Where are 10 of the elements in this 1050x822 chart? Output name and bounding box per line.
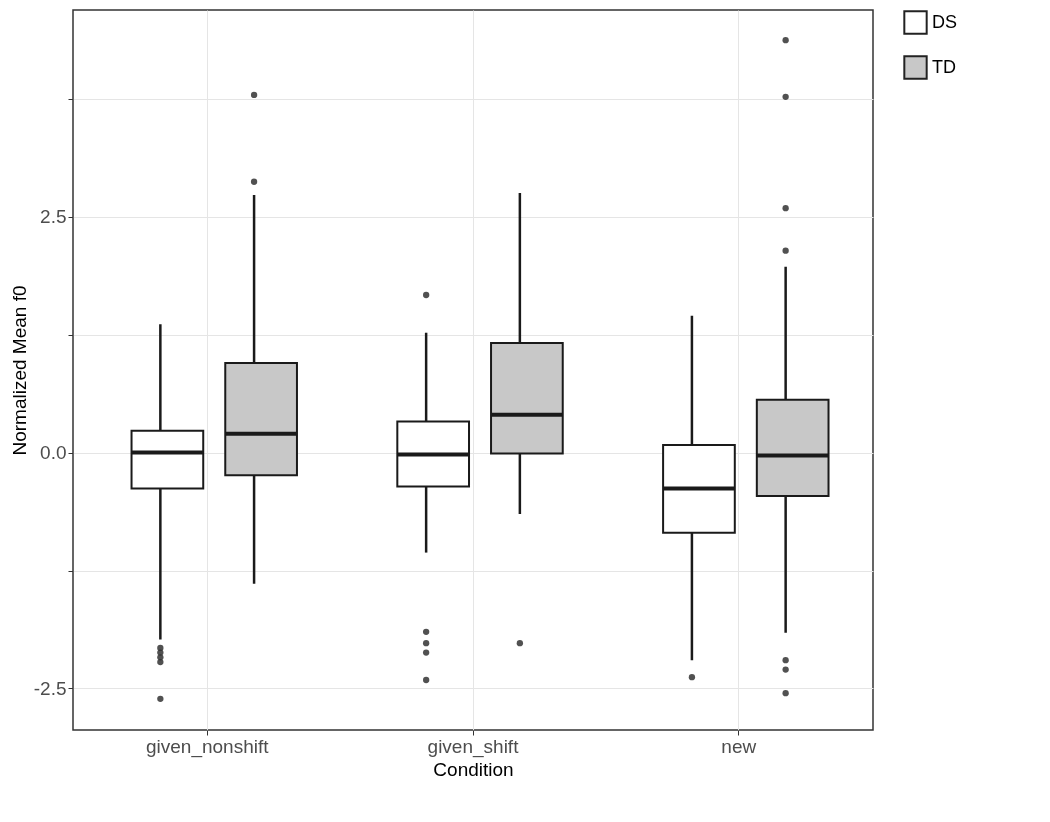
x-tick-label: given_nonshift bbox=[145, 735, 270, 758]
x-axis-title: Condition bbox=[433, 758, 514, 780]
y-tick-label: 2.5 bbox=[40, 206, 67, 228]
x-tick-label: new bbox=[721, 735, 757, 757]
y-tick-label: 0.0 bbox=[40, 442, 67, 464]
y-tick-label: -2.5 bbox=[33, 677, 67, 699]
x-tick-label: given_shift bbox=[427, 735, 520, 758]
legend-label: DS bbox=[932, 11, 958, 32]
y-axis-title: Normalized Mean f0 bbox=[8, 285, 30, 456]
legend-label: TD bbox=[932, 56, 956, 77]
